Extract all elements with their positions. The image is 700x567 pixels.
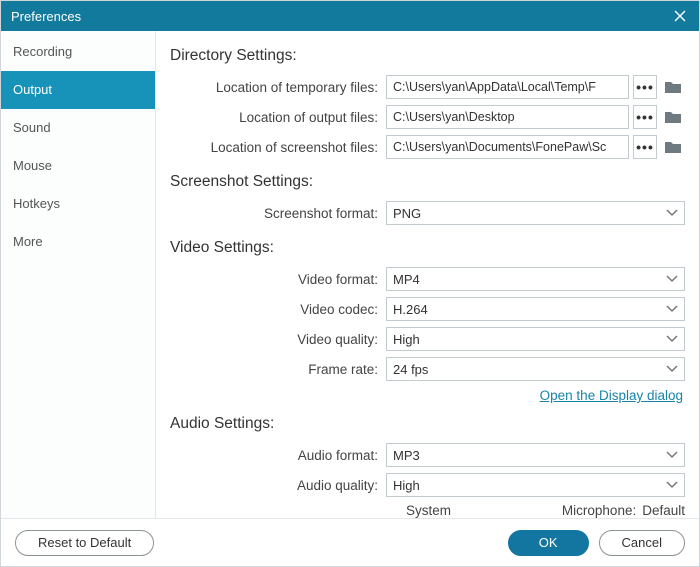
row-output-location: Location of output files: C:\Users\yan\D… [156, 105, 685, 129]
output-path-field[interactable]: C:\Users\yan\Desktop [386, 105, 629, 129]
chevron-down-icon [666, 481, 678, 489]
close-icon [673, 9, 687, 23]
section-title-audio: Audio Settings: [170, 415, 685, 433]
chevron-down-icon [666, 451, 678, 459]
row-video-codec: Video codec: H.264 [156, 297, 685, 321]
sidebar-item-label: Recording [13, 44, 72, 59]
sidebar-item-label: Output [13, 82, 52, 97]
folder-icon [664, 80, 682, 94]
sidebar-item-hotkeys[interactable]: Hotkeys [1, 185, 155, 223]
row-video-quality: Video quality: High [156, 327, 685, 351]
sidebar-item-more[interactable]: More [1, 223, 155, 261]
ellipsis-icon: ••• [636, 110, 654, 124]
window-title: Preferences [11, 9, 669, 24]
open-display-dialog-link[interactable]: Open the Display dialog [540, 388, 683, 403]
microphone-readout: Microphone:Default [562, 503, 685, 518]
row-screenshot-format: Screenshot format: PNG [156, 201, 685, 225]
content-pane: Directory Settings: Location of temporar… [156, 31, 699, 518]
titlebar: Preferences [1, 1, 699, 31]
footer: Reset to Default OK Cancel [1, 518, 699, 566]
label-screenshot-loc: Location of screenshot files: [156, 140, 386, 155]
sidebar-item-sound[interactable]: Sound [1, 109, 155, 147]
cancel-button[interactable]: Cancel [599, 530, 685, 556]
folder-icon [664, 140, 682, 154]
row-audio-quality: Audio quality: High [156, 473, 685, 497]
ellipsis-icon: ••• [636, 140, 654, 154]
sidebar-item-label: Sound [13, 120, 51, 135]
display-dialog-link-row: Open the Display dialog [156, 387, 685, 405]
sidebar-item-mouse[interactable]: Mouse [1, 147, 155, 185]
video-codec-select[interactable]: H.264 [386, 297, 685, 321]
row-screenshot-location: Location of screenshot files: C:\Users\y… [156, 135, 685, 159]
sidebar: Recording Output Sound Mouse Hotkeys Mor… [1, 31, 156, 518]
row-frame-rate: Frame rate: 24 fps [156, 357, 685, 381]
audio-format-select[interactable]: MP3 [386, 443, 685, 467]
chevron-down-icon [666, 365, 678, 373]
sidebar-item-label: More [13, 234, 43, 249]
temp-more-button[interactable]: ••• [633, 75, 657, 99]
video-format-select[interactable]: MP4 [386, 267, 685, 291]
folder-icon [664, 110, 682, 124]
preferences-window: Preferences Recording Output Sound Mouse… [0, 0, 700, 567]
video-quality-select[interactable]: High [386, 327, 685, 351]
screenshot-open-folder-button[interactable] [661, 135, 685, 159]
chevron-down-icon [666, 335, 678, 343]
window-body: Recording Output Sound Mouse Hotkeys Mor… [1, 31, 699, 518]
label-temp: Location of temporary files: [156, 80, 386, 95]
label-video-format: Video format: [156, 272, 386, 287]
screenshot-path-field[interactable]: C:\Users\yan\Documents\FonePaw\Sc [386, 135, 629, 159]
label-output: Location of output files: [156, 110, 386, 125]
row-video-format: Video format: MP4 [156, 267, 685, 291]
label-screenshot-format: Screenshot format: [156, 206, 386, 221]
audio-quality-select[interactable]: High [386, 473, 685, 497]
sidebar-item-recording[interactable]: Recording [1, 33, 155, 71]
temp-open-folder-button[interactable] [661, 75, 685, 99]
reset-to-default-button[interactable]: Reset to Default [15, 530, 154, 556]
frame-rate-select[interactable]: 24 fps [386, 357, 685, 381]
label-video-quality: Video quality: [156, 332, 386, 347]
output-open-folder-button[interactable] [661, 105, 685, 129]
ok-button[interactable]: OK [508, 530, 589, 556]
row-temp-location: Location of temporary files: C:\Users\ya… [156, 75, 685, 99]
audio-device-readouts: System sound:Default Microphone:Default [156, 503, 685, 518]
close-button[interactable] [669, 5, 691, 27]
row-audio-format: Audio format: MP3 [156, 443, 685, 467]
label-audio-format: Audio format: [156, 448, 386, 463]
label-video-codec: Video codec: [156, 302, 386, 317]
chevron-down-icon [666, 209, 678, 217]
section-title-screenshot: Screenshot Settings: [170, 173, 685, 191]
label-frame-rate: Frame rate: [156, 362, 386, 377]
screenshot-more-button[interactable]: ••• [633, 135, 657, 159]
sidebar-item-label: Mouse [13, 158, 52, 173]
screenshot-format-select[interactable]: PNG [386, 201, 685, 225]
temp-path-field[interactable]: C:\Users\yan\AppData\Local\Temp\F [386, 75, 629, 99]
label-audio-quality: Audio quality: [156, 478, 386, 493]
section-title-directory: Directory Settings: [170, 47, 685, 65]
chevron-down-icon [666, 275, 678, 283]
chevron-down-icon [666, 305, 678, 313]
ellipsis-icon: ••• [636, 80, 654, 94]
section-title-video: Video Settings: [170, 239, 685, 257]
sidebar-item-label: Hotkeys [13, 196, 60, 211]
system-sound-readout: System sound:Default [406, 503, 532, 518]
sidebar-item-output[interactable]: Output [1, 71, 155, 109]
output-more-button[interactable]: ••• [633, 105, 657, 129]
